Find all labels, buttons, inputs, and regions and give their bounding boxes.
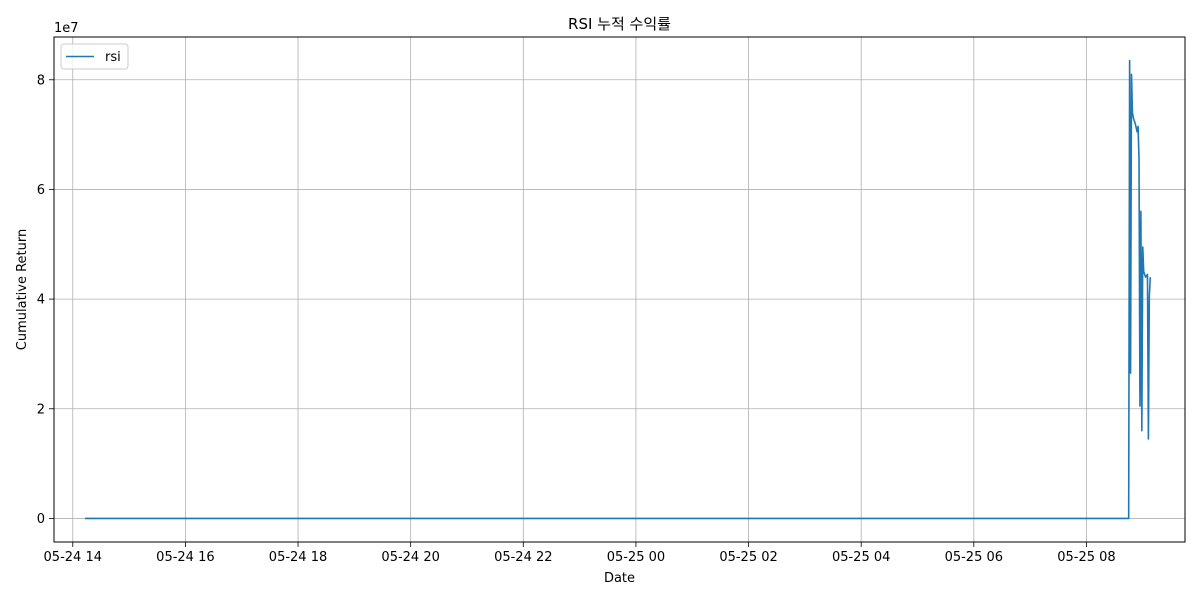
y-tick-label: 8 [37, 73, 45, 88]
x-tick-label: 05-24 16 [156, 550, 214, 565]
legend-box [60, 43, 129, 70]
plot-frame [53, 36, 1186, 543]
x-tick-label: 05-24 18 [269, 550, 327, 565]
y-axis: 0 2 4 6 8 [37, 73, 54, 527]
y-tick-label: 6 [37, 183, 45, 198]
series-line-rsi [84, 59, 1152, 520]
x-tick-label: 05-25 00 [607, 550, 665, 565]
legend-label-rsi: rsi [105, 50, 121, 65]
x-axis: 05-24 14 05-24 16 05-24 18 05-24 20 05-24 22… [44, 542, 1116, 565]
x-tick-label: 05-24 22 [494, 550, 552, 565]
series-layer [84, 59, 1152, 520]
y-offset-label: 1e7 [54, 21, 79, 36]
y-tick-label: 4 [37, 293, 45, 308]
legend: rsi [60, 43, 129, 70]
y-axis-label: Cumulative Return [15, 229, 30, 350]
x-axis-label: Date [604, 571, 635, 586]
chart-title: RSI 누적 수익률 [568, 15, 671, 33]
x-tick-label: 05-25 04 [832, 550, 890, 565]
x-tick-label: 05-24 20 [381, 550, 439, 565]
x-tick-label: 05-25 08 [1057, 550, 1115, 565]
x-tick-label: 05-24 14 [44, 550, 102, 565]
x-tick-label: 05-25 02 [719, 550, 777, 565]
x-tick-label: 05-25 06 [945, 550, 1003, 565]
y-tick-label: 2 [37, 402, 45, 417]
y-tick-label: 0 [37, 512, 45, 527]
